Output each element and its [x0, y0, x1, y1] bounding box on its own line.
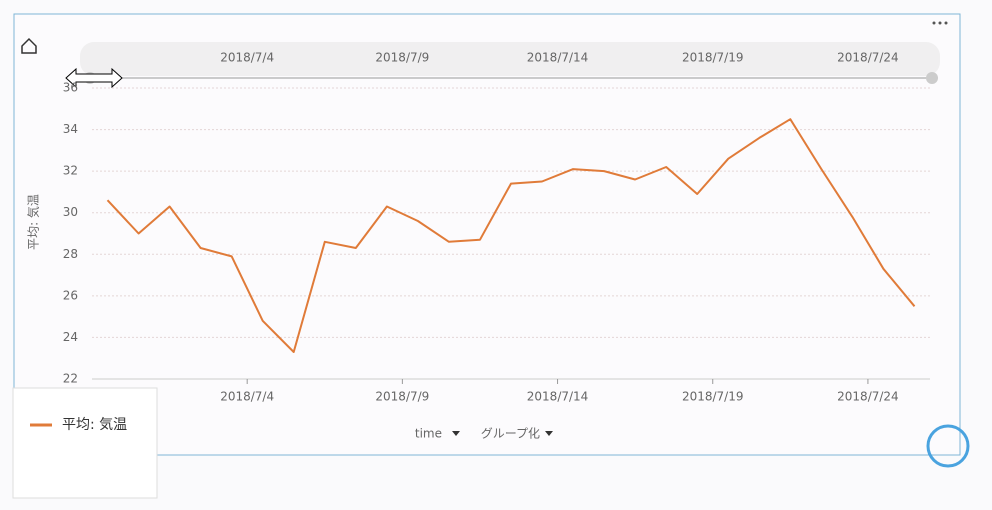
slider-band	[80, 42, 940, 76]
slider-tick-label: 2018/7/24	[837, 51, 899, 65]
legend-label[interactable]: 平均: 気温	[62, 417, 127, 433]
dropdown-icon[interactable]	[545, 431, 553, 436]
y-tick-label: 28	[63, 247, 78, 261]
y-tick-label: 36	[63, 81, 78, 95]
group-label[interactable]: グループ化	[481, 427, 540, 441]
y-tick-label: 30	[63, 205, 78, 219]
y-tick-label: 26	[63, 288, 78, 302]
slider-tick-label: 2018/7/19	[682, 51, 744, 65]
y-tick-label: 34	[63, 122, 78, 136]
home-icon[interactable]	[21, 37, 37, 54]
x-tick-label: 2018/7/19	[682, 390, 744, 404]
chart-frame	[13, 13, 961, 456]
y-tick-label: 24	[63, 330, 78, 344]
line	[106, 118, 916, 353]
slider-tick-label: 2018/7/4	[220, 51, 274, 65]
x-tick-label: 2018/7/4	[220, 390, 274, 404]
slider-tick-label: 2018/7/9	[375, 51, 429, 65]
dropdown-icon[interactable]	[452, 431, 460, 436]
share-icon[interactable]	[926, 424, 970, 468]
x-axis-label[interactable]: time	[415, 427, 442, 441]
slider-tick-label: 2018/7/14	[527, 51, 589, 65]
legend-box	[12, 387, 158, 499]
y-axis-label[interactable]: 平均: 気温	[26, 194, 41, 250]
y-tick-label: 22	[63, 372, 78, 386]
slider-handle[interactable]	[926, 72, 938, 84]
x-tick-label: 2018/7/24	[837, 390, 899, 404]
resize-cursor	[65, 67, 123, 89]
x-tick-label: 2018/7/14	[527, 390, 589, 404]
x-tick-label: 2018/7/9	[375, 390, 429, 404]
more-icon[interactable]	[932, 21, 948, 25]
y-tick-label: 32	[63, 164, 78, 178]
